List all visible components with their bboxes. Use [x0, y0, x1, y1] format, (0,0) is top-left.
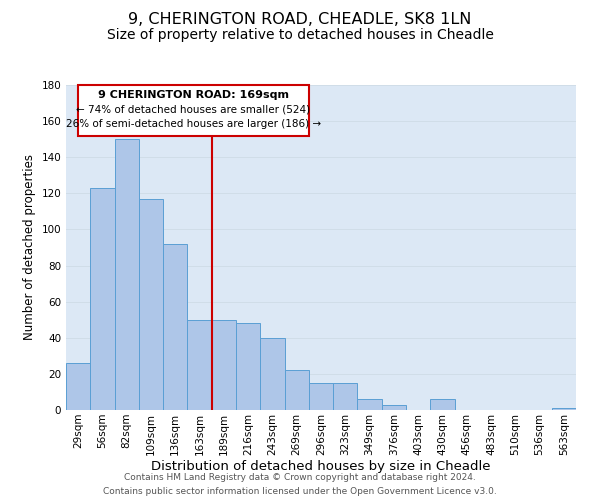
- X-axis label: Distribution of detached houses by size in Cheadle: Distribution of detached houses by size …: [151, 460, 491, 473]
- Bar: [90, 188, 115, 410]
- Bar: [552, 408, 576, 410]
- Bar: [358, 399, 382, 410]
- FancyBboxPatch shape: [78, 85, 309, 136]
- Bar: [430, 399, 455, 410]
- Text: 26% of semi-detached houses are larger (186) →: 26% of semi-detached houses are larger (…: [66, 120, 321, 130]
- Bar: [212, 320, 236, 410]
- Bar: [115, 139, 139, 410]
- Text: ← 74% of detached houses are smaller (524): ← 74% of detached houses are smaller (52…: [76, 104, 311, 115]
- Bar: [382, 404, 406, 410]
- Text: Contains HM Land Registry data © Crown copyright and database right 2024.: Contains HM Land Registry data © Crown c…: [124, 473, 476, 482]
- Bar: [236, 324, 260, 410]
- Bar: [333, 383, 358, 410]
- Bar: [284, 370, 309, 410]
- Bar: [66, 363, 90, 410]
- Text: Size of property relative to detached houses in Cheadle: Size of property relative to detached ho…: [107, 28, 493, 42]
- Bar: [309, 383, 333, 410]
- Bar: [139, 198, 163, 410]
- Bar: [260, 338, 284, 410]
- Text: 9, CHERINGTON ROAD, CHEADLE, SK8 1LN: 9, CHERINGTON ROAD, CHEADLE, SK8 1LN: [128, 12, 472, 28]
- Text: Contains public sector information licensed under the Open Government Licence v3: Contains public sector information licen…: [103, 486, 497, 496]
- Bar: [163, 244, 187, 410]
- Y-axis label: Number of detached properties: Number of detached properties: [23, 154, 36, 340]
- Bar: [187, 320, 212, 410]
- Text: 9 CHERINGTON ROAD: 169sqm: 9 CHERINGTON ROAD: 169sqm: [98, 90, 289, 100]
